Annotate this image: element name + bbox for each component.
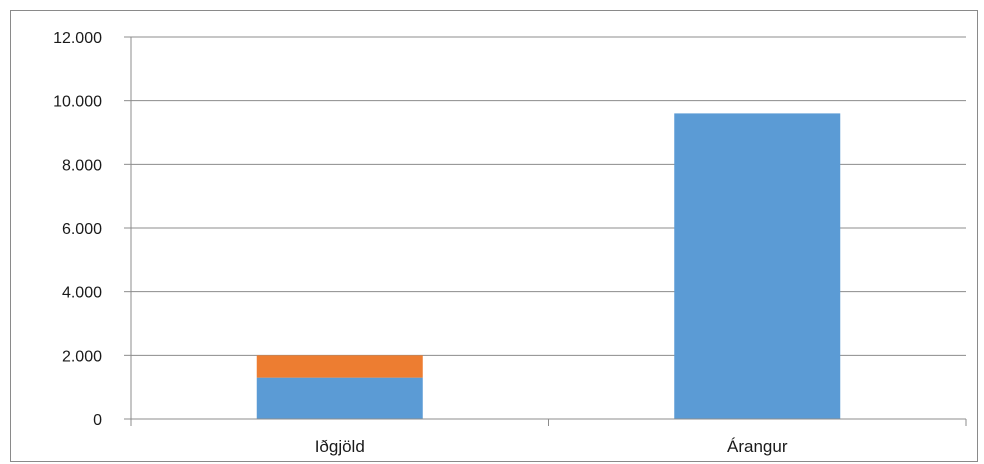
y-tick-label: 6.000	[62, 221, 102, 238]
x-tick-label: Árangur	[727, 437, 788, 456]
x-tick-labels: Iðgjöld Árangur	[315, 437, 788, 456]
bar-segment	[257, 378, 423, 419]
y-tick-label: 10.000	[53, 94, 102, 111]
bars	[257, 113, 841, 419]
y-tick-label: 4.000	[62, 285, 102, 302]
bar-segment	[674, 113, 840, 419]
gridlines	[131, 37, 966, 355]
y-tick-label: 8.000	[62, 157, 102, 174]
x-tick-label: Iðgjöld	[315, 437, 365, 456]
y-tick-label: 12.000	[53, 30, 102, 47]
y-tick-labels: 0 2.000 4.000 6.000 8.000 10.000 12.000	[53, 30, 102, 429]
y-tick-label: 0	[93, 412, 102, 429]
bar-segment	[257, 355, 423, 377]
y-tick-label: 2.000	[62, 348, 102, 365]
